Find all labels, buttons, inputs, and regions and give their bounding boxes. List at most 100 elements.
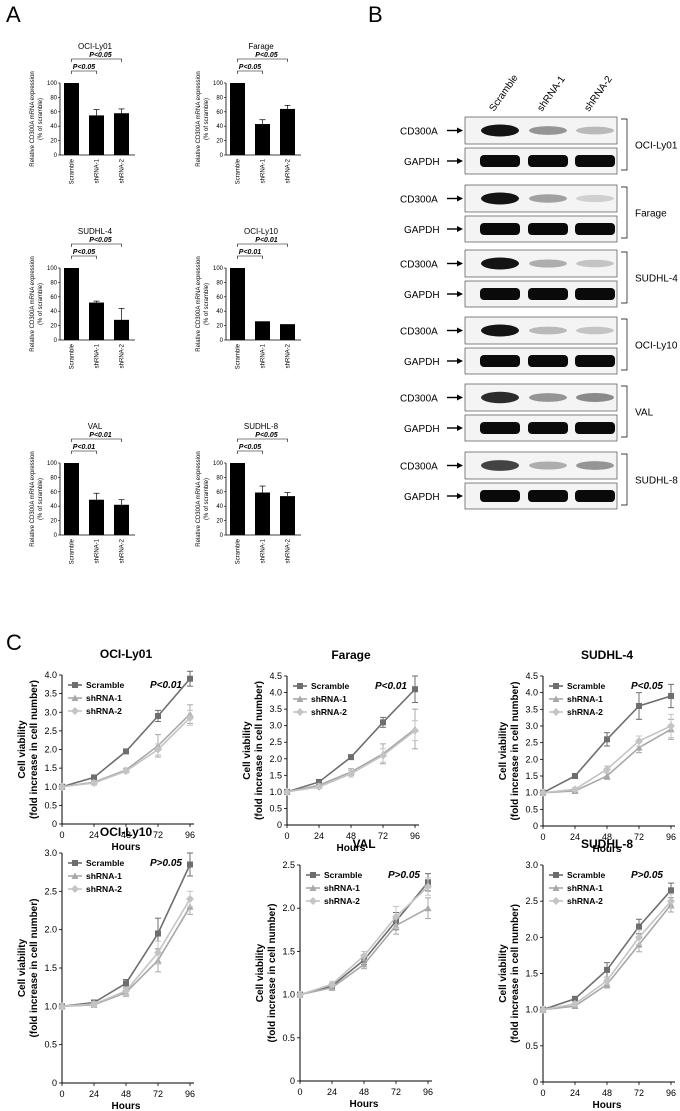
y-tick-label: 0 xyxy=(54,338,58,344)
y-tick-label: 0 xyxy=(533,821,538,831)
x-tick-label: 96 xyxy=(423,1087,433,1097)
marker-diamond xyxy=(379,751,387,760)
y-tick-label: 100 xyxy=(47,81,58,87)
marker-diamond xyxy=(122,767,130,776)
bar-chart-2: SUDHL-4 0 20 40 60 80 100 Relative CD300A mRNA … xyxy=(30,227,135,369)
y-tick-label: 80 xyxy=(216,475,223,481)
y-tick-label: 0 xyxy=(220,533,224,539)
y-axis-label-2: (fold increase in cell number) xyxy=(267,904,278,1043)
band-gapdh xyxy=(528,223,568,235)
band-gapdh xyxy=(575,355,615,367)
chart-title: Farage xyxy=(331,648,371,662)
p-value: P<0.01 xyxy=(255,237,277,244)
lane-label: shRNA-2 xyxy=(582,74,615,114)
y-tick-label: 60 xyxy=(50,295,57,301)
chart-title: OCI-Ly01 xyxy=(78,42,112,51)
marker-diamond xyxy=(315,782,323,791)
chart-title: VAL xyxy=(88,422,103,431)
category-label: shRNA-1 xyxy=(95,343,101,368)
band-label-gapdh: GAPDH xyxy=(404,424,440,435)
cell-line-label: OCI-Ly10 xyxy=(635,341,678,352)
series-line xyxy=(299,886,429,996)
x-axis-label: Hours xyxy=(593,1100,622,1111)
cell-line-label: VAL xyxy=(635,408,654,419)
band-gapdh xyxy=(575,288,615,300)
arrow-head xyxy=(457,195,463,202)
bar-chart-3: OCI-Ly10 0 20 40 60 80 100 Relative CD300A mRNA… xyxy=(196,227,301,369)
y-tick-label: 20 xyxy=(50,139,57,145)
legend-label: Scramble xyxy=(567,870,606,880)
band-gapdh xyxy=(575,422,615,434)
y-tick-label: 100 xyxy=(213,461,224,467)
sig-bracket xyxy=(71,58,122,62)
category-label: shRNA-2 xyxy=(286,538,292,563)
bar-chart-1: Farage 0 20 40 60 80 100 Relative CD300A mRNA e… xyxy=(196,42,301,184)
y-tick-label: 2.5 xyxy=(282,860,295,870)
x-axis-label: Hours xyxy=(112,842,141,853)
y-tick-label: 0 xyxy=(277,820,282,830)
x-tick-label: 0 xyxy=(297,1087,302,1097)
x-tick-label: 0 xyxy=(284,831,289,841)
marker-diamond xyxy=(667,722,675,730)
y-tick-label: 0 xyxy=(533,1077,538,1087)
y-axis-label: Cell viability xyxy=(498,721,509,780)
y-axis-label-2: (fold increase in cell number) xyxy=(510,682,521,821)
y-tick-label: 0 xyxy=(52,1078,57,1088)
y-axis-label: Relative CD300A mRNA expression xyxy=(30,256,36,351)
marker-triangle xyxy=(552,884,560,891)
y-tick-label: 2.5 xyxy=(269,737,282,747)
y-tick-label: 0.5 xyxy=(525,804,538,814)
marker-diamond xyxy=(90,779,98,788)
chart-title: SUDHL-8 xyxy=(581,837,633,851)
category-label: Scramble xyxy=(70,158,76,184)
p-value: P<0.05 xyxy=(73,64,95,71)
band-gapdh xyxy=(528,288,568,300)
bar xyxy=(89,499,104,535)
x-tick-label: 96 xyxy=(185,830,195,840)
y-tick-label: 60 xyxy=(216,490,223,496)
x-tick-label: 72 xyxy=(153,1089,163,1099)
y-tick-label: 40 xyxy=(216,124,223,130)
legend-label: Scramble xyxy=(567,681,606,691)
marker-square xyxy=(187,675,193,682)
marker-diamond xyxy=(552,897,560,905)
p-value: P<0.05 xyxy=(255,52,277,59)
arrow-head xyxy=(457,158,463,164)
marker-diamond xyxy=(571,785,579,794)
marker-square xyxy=(123,980,129,987)
y-tick-label: 0 xyxy=(52,819,57,829)
marker-triangle xyxy=(71,872,79,879)
sig-bracket xyxy=(71,438,122,442)
y-tick-label: 2.5 xyxy=(525,738,538,748)
y-axis-label-2: (fold increase in cell number) xyxy=(254,681,265,820)
legend-label: shRNA-1 xyxy=(567,694,603,704)
marker-diamond xyxy=(603,976,611,985)
blot-SUDHL-8: CD300A GAPDH SUDHL-8 xyxy=(400,451,678,510)
y-tick-label: 0.5 xyxy=(282,1033,295,1043)
y-tick-label: 60 xyxy=(216,295,223,301)
band-cd300a xyxy=(529,194,567,203)
y-axis-label-2: (% of scramble) xyxy=(38,98,44,140)
chart-title: OCI-Ly10 xyxy=(100,825,153,839)
p-value: P<0.05 xyxy=(89,237,111,244)
y-axis-label-2: (% of scramble) xyxy=(204,98,210,140)
marker-diamond xyxy=(154,948,162,957)
p-value: P<0.05 xyxy=(239,64,261,71)
bar xyxy=(64,268,79,340)
cell-line-bracket xyxy=(621,453,628,506)
y-tick-label: 40 xyxy=(50,504,57,510)
legend-label: shRNA-2 xyxy=(324,896,360,906)
y-axis-label-2: (% of scramble) xyxy=(204,478,210,520)
category-label: Scramble xyxy=(70,343,76,369)
y-tick-label: 1.0 xyxy=(269,787,282,797)
band-cd300a xyxy=(481,257,519,270)
legend-label: shRNA-1 xyxy=(86,693,122,703)
y-tick-label: 80 xyxy=(216,95,223,101)
bar xyxy=(64,83,79,155)
y-axis-label-2: (fold increase in cell number) xyxy=(29,899,40,1038)
marker-diamond xyxy=(90,1000,98,1009)
cell-line-label: SUDHL-4 xyxy=(635,274,678,285)
marker-square xyxy=(553,872,559,878)
y-tick-label: 3.0 xyxy=(44,707,57,717)
band-gapdh xyxy=(528,155,568,167)
